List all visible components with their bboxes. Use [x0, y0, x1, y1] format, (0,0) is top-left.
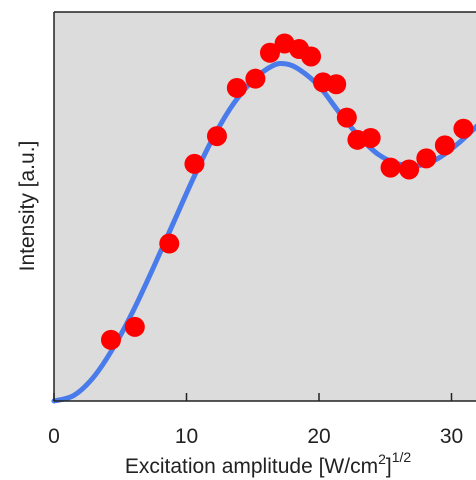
- data-point-marker: [184, 153, 205, 174]
- data-point-marker: [453, 118, 474, 139]
- data-point-marker: [360, 127, 381, 148]
- x-tick-label: 30: [440, 425, 463, 448]
- data-point-marker: [336, 107, 357, 128]
- x-tick-label: 0: [48, 425, 60, 448]
- data-point-marker: [416, 148, 437, 169]
- x-tick-label: 20: [307, 425, 330, 448]
- x-ticks-layer: 0 10 20 30: [48, 393, 463, 448]
- y-axis-label: Intensity [a.u.]: [16, 141, 39, 272]
- data-point-marker: [259, 42, 280, 63]
- data-point-marker: [206, 126, 227, 147]
- x-tick-label: 10: [175, 425, 198, 448]
- data-point-marker: [399, 159, 420, 180]
- data-point-marker: [326, 74, 347, 95]
- data-point-marker: [100, 329, 121, 350]
- data-point-marker: [301, 46, 322, 67]
- data-point-marker: [434, 135, 455, 156]
- x-axis-label: Excitation amplitude [W/cm2]1/2: [125, 449, 412, 478]
- data-point-marker: [380, 157, 401, 178]
- data-point-marker: [159, 233, 180, 254]
- data-point-marker: [124, 316, 145, 337]
- data-markers-layer: [100, 33, 474, 350]
- data-point-marker: [226, 77, 247, 98]
- data-point-marker: [245, 68, 266, 89]
